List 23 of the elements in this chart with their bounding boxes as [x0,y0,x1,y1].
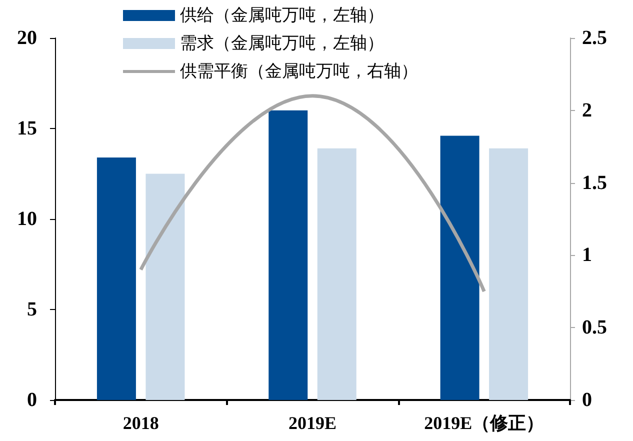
y-tick-label: 5 [27,298,37,320]
y2-tick-label: 1 [582,244,592,266]
bar [146,174,185,400]
bar [96,157,136,400]
legend-label: 供需平衡（金属吨万吨，右轴） [180,62,418,82]
bar [268,110,308,400]
y2-tick-label: 0 [582,389,592,411]
bar [489,148,528,400]
y2-tick-label: 2.5 [582,27,607,49]
bar [317,148,356,400]
y-tick-label: 0 [27,389,37,411]
y2-tick-label: 0.5 [582,316,607,339]
y-tick-label: 10 [17,208,37,230]
y-tick-label: 20 [17,27,37,49]
x-tick-label: 2018 [122,413,159,433]
legend-label: 供给（金属吨万吨，左轴） [180,6,384,26]
y-tick-label: 15 [17,118,37,140]
bar [440,136,480,400]
x-tick-label: 2019E [288,413,337,433]
y2-tick-label: 1.5 [582,172,607,194]
y2-tick-label: 2 [582,99,592,122]
legend-label: 需求（金属吨万吨，左轴） [180,34,384,54]
x-tick-label: 2019E（修正） [424,413,544,433]
